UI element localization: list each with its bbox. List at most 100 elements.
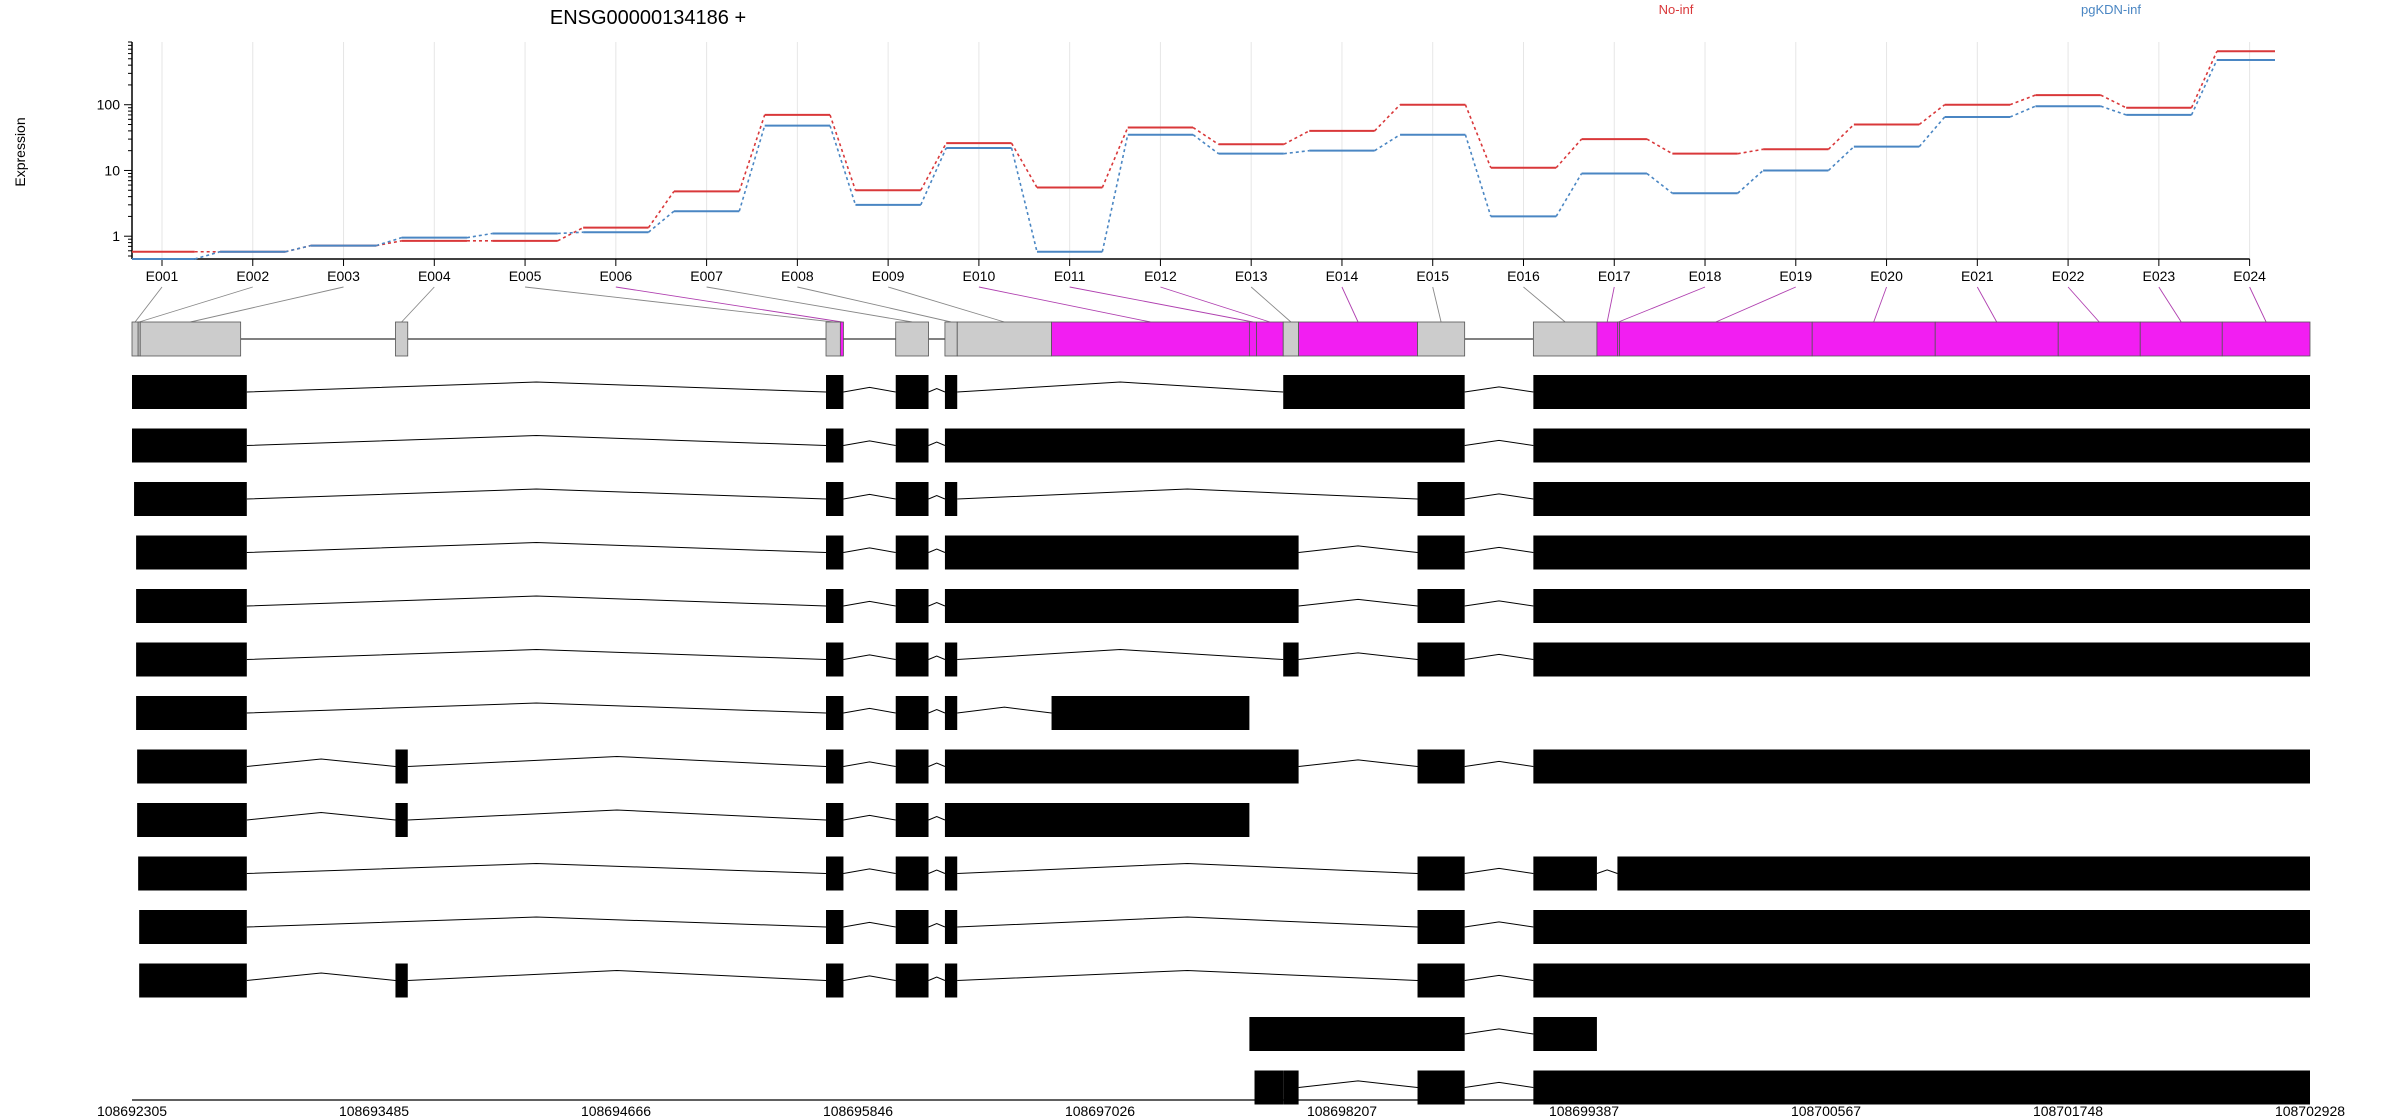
x-tick-label: E019 (1779, 268, 1812, 284)
exon-bin (1811, 321, 1936, 357)
bin-connector (1250, 286, 1292, 323)
exon-bin (395, 321, 409, 357)
genomic-tick-label: 108701748 (2033, 1103, 2103, 1119)
pgkdn-inf-connector (557, 231, 584, 235)
bin-connector (1432, 286, 1442, 323)
transcript-intron (407, 969, 827, 981)
transcript-exon (826, 749, 844, 784)
pgkdn-inf-connector (1827, 146, 1855, 172)
transcript-exon (826, 428, 844, 463)
transcript-intron (1464, 386, 1534, 393)
transcript-intron (928, 815, 946, 821)
bin-connector (1618, 286, 1706, 323)
transcript-exon (395, 963, 408, 998)
transcript-exon (895, 963, 929, 998)
exon-bin (1532, 321, 1598, 357)
bin-connector (1873, 286, 1887, 323)
transcript-exon (826, 803, 844, 837)
transcript-exon (1249, 1017, 1465, 1051)
transcript-intron (1464, 1081, 1534, 1088)
transcript-exon (826, 642, 844, 677)
transcript-exon (1533, 856, 1597, 891)
pgkdn-inf-connector (1555, 173, 1583, 217)
transcript-exon (1533, 428, 2310, 463)
exon-bin (1248, 321, 1257, 357)
pgkdn-inf-connector (285, 244, 312, 253)
exon-bin (2221, 321, 2311, 357)
transcript-intron (1464, 1028, 1534, 1035)
transcript-intron (957, 916, 1418, 928)
x-tick-label: E012 (1144, 268, 1177, 284)
transcript-exon (395, 749, 408, 784)
pgkdn-inf-connector (1374, 134, 1401, 152)
x-tick-label: E001 (146, 268, 179, 284)
exon-bin (1934, 321, 2059, 357)
transcript-intron (957, 648, 1284, 660)
transcript-exon (1417, 749, 1465, 784)
x-tick-label: E009 (872, 268, 905, 284)
exon-bin (839, 321, 844, 357)
transcript-exon (826, 856, 844, 891)
transcript-exon (1533, 535, 2310, 570)
transcript-intron (928, 708, 946, 714)
chart-title: ENSG00000134186 + (550, 7, 746, 29)
transcript-intron (1464, 921, 1534, 928)
genomic-tick-label: 108693485 (339, 1103, 409, 1119)
transcript-exon (132, 428, 247, 463)
bin-connector (134, 286, 163, 323)
bin-connector (615, 286, 842, 323)
bin-connector (1341, 286, 1359, 323)
no-inf-connector (1464, 104, 1492, 169)
x-tick-label: E010 (963, 268, 996, 284)
transcript-exon (895, 749, 929, 784)
transcript-intron (957, 381, 1284, 393)
transcript-exon (826, 535, 844, 570)
transcript-exon (1533, 1070, 2310, 1105)
transcript-intron (1298, 545, 1418, 553)
transcript-intron (928, 922, 946, 928)
bin-connector (1069, 286, 1254, 323)
exon-bin (139, 321, 242, 357)
no-inf-connector (1737, 148, 1764, 155)
pgkdn-inf-connector (1918, 116, 1946, 148)
legend-no-inf: No-inf (1659, 2, 1694, 17)
y-tick-label: 1 (112, 228, 120, 244)
transcript-exon (895, 535, 929, 570)
transcript-intron (246, 916, 827, 928)
transcript-exon (1617, 856, 2310, 891)
bin-connector (978, 286, 1151, 323)
transcript-intron (928, 494, 946, 500)
transcript-exon (134, 482, 247, 516)
bin-connector (2158, 286, 2182, 323)
transcript-exon (895, 375, 929, 409)
no-inf-connector (920, 142, 947, 191)
exon-bin (1051, 321, 1250, 357)
bin-connector (139, 286, 253, 323)
exon-bin (944, 321, 958, 357)
transcript-intron (843, 761, 896, 767)
transcript-intron (246, 381, 827, 393)
exon-bin (1417, 321, 1466, 357)
no-inf-connector (2100, 94, 2127, 109)
transcript-intron (246, 541, 827, 553)
transcript-intron (246, 862, 827, 874)
pgkdn-inf-connector (829, 125, 857, 206)
genomic-tick-label: 108692305 (97, 1103, 167, 1119)
transcript-intron (246, 434, 827, 446)
transcript-exon (1533, 589, 2310, 623)
x-tick-label: E023 (2142, 268, 2175, 284)
transcript-intron (957, 862, 1418, 874)
transcript-exon (1533, 1017, 1597, 1051)
y-axis-label: Expression (12, 117, 28, 186)
transcript-exon (944, 963, 958, 998)
transcript-intron (928, 387, 946, 393)
pgkdn-inf-connector (920, 147, 947, 206)
no-inf-connector (1827, 123, 1855, 150)
transcript-intron (843, 654, 896, 660)
no-inf-connector (1374, 104, 1401, 132)
no-inf-connector (1555, 138, 1583, 169)
transcript-intron (246, 595, 827, 607)
transcript-exon (138, 856, 247, 891)
x-tick-label: E015 (1416, 268, 1449, 284)
